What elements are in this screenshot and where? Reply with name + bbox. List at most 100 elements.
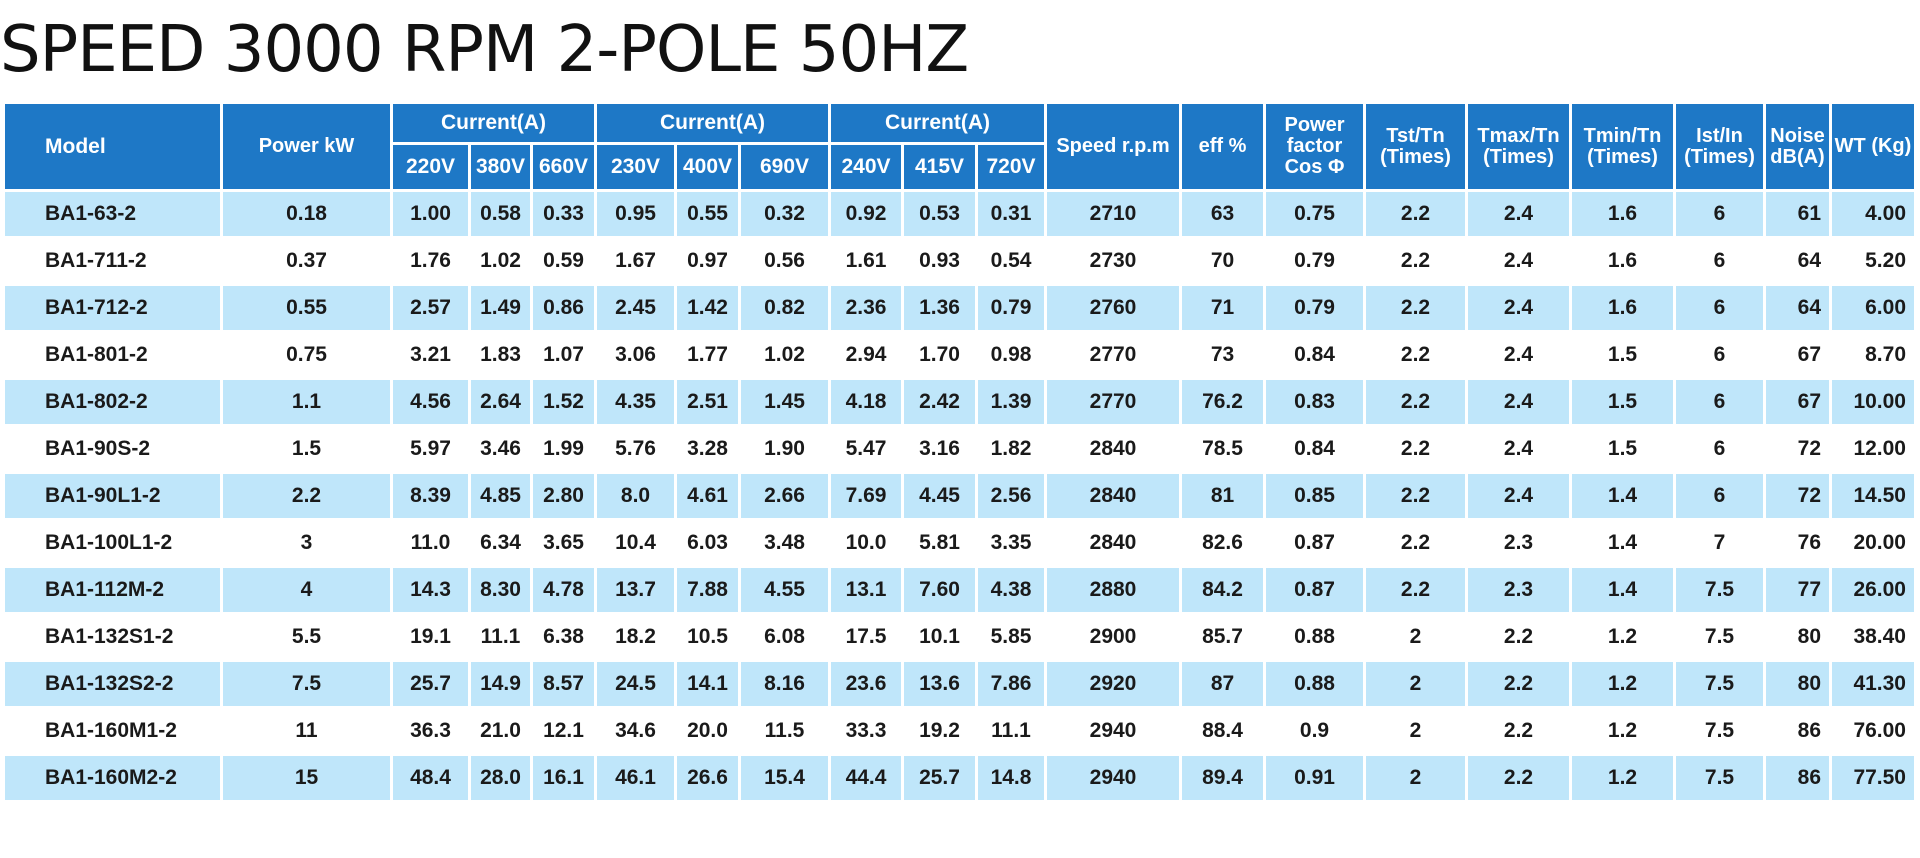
current-230v-cell: 24.5 [594, 659, 677, 709]
speed-cell: 2760 [1044, 283, 1182, 333]
current-660v-cell: 6.38 [530, 612, 597, 662]
power-cell: 5.5 [220, 612, 393, 662]
current-240v-cell: 2.36 [828, 283, 904, 333]
current-380v-cell: 1.49 [468, 283, 533, 333]
current-240v-cell: 2.94 [828, 330, 904, 380]
tst-cell: 2 [1363, 753, 1468, 803]
current-380v-cell: 0.58 [468, 189, 533, 239]
tmax-cell: 2.2 [1465, 753, 1572, 803]
power-cell: 0.18 [220, 189, 393, 239]
ist-cell: 6 [1673, 330, 1766, 380]
current-690v-cell: 1.02 [738, 330, 831, 380]
noise-cell: 64 [1763, 283, 1832, 333]
tmin-cell: 1.4 [1569, 518, 1676, 568]
model-cell: BA1-132S2-2 [2, 659, 223, 709]
eff-cell: 87 [1179, 659, 1266, 709]
current-400v-cell: 1.42 [674, 283, 741, 333]
speed-cell: 2770 [1044, 330, 1182, 380]
current-380v-cell: 1.83 [468, 330, 533, 380]
power-factor-header: Power factor Cos Φ [1263, 101, 1366, 192]
current-415v-cell: 0.93 [901, 236, 978, 286]
table-row: BA1-132S1-2 5.5 19.1 11.1 6.38 18.2 10.5 6.08 17… [2, 612, 1917, 662]
current-230v-cell: 4.35 [594, 377, 677, 427]
current-415v-cell: 5.81 [901, 518, 978, 568]
current-660v-cell: 1.99 [530, 424, 597, 474]
current-240v-cell: 1.61 [828, 236, 904, 286]
power-cell: 3 [220, 518, 393, 568]
noise-cell: 76 [1763, 518, 1832, 568]
current-230v-cell: 0.95 [594, 189, 677, 239]
current-415v-cell: 2.42 [901, 377, 978, 427]
eff-cell: 73 [1179, 330, 1266, 380]
tst-cell: 2 [1363, 706, 1468, 756]
tst-cell: 2.2 [1363, 236, 1468, 286]
tst-cell: 2.2 [1363, 283, 1468, 333]
current-660v-cell: 1.07 [530, 330, 597, 380]
noise-cell: 86 [1763, 753, 1832, 803]
power-factor-cell: 0.84 [1263, 330, 1366, 380]
eff-cell: 88.4 [1179, 706, 1266, 756]
tmin-cell: 1.2 [1569, 659, 1676, 709]
ist-cell: 7.5 [1673, 753, 1766, 803]
ist-cell: 6 [1673, 424, 1766, 474]
current-group-header-1: Current(A) [390, 101, 597, 145]
current-660v-cell: 12.1 [530, 706, 597, 756]
table-row: BA1-112M-2 4 14.3 8.30 4.78 13.7 7.88 4.55 13.1 7… [2, 565, 1917, 615]
model-header: Model [2, 101, 223, 192]
current-400v-cell: 0.55 [674, 189, 741, 239]
table-row: BA1-802-2 1.1 4.56 2.64 1.52 4.35 2.51 1.45 4.18… [2, 377, 1917, 427]
tmin-cell: 1.2 [1569, 612, 1676, 662]
power-factor-cell: 0.87 [1263, 518, 1366, 568]
current-240v-cell: 17.5 [828, 612, 904, 662]
model-cell: BA1-63-2 [2, 189, 223, 239]
power-cell: 11 [220, 706, 393, 756]
tmin-cell: 1.5 [1569, 330, 1676, 380]
current-400v-cell: 4.61 [674, 471, 741, 521]
current-220v-cell: 3.21 [390, 330, 471, 380]
current-690v-cell: 2.66 [738, 471, 831, 521]
power-cell: 1.5 [220, 424, 393, 474]
current-400v-cell: 14.1 [674, 659, 741, 709]
eff-cell: 70 [1179, 236, 1266, 286]
power-factor-cell: 0.79 [1263, 236, 1366, 286]
tmin-cell: 1.4 [1569, 471, 1676, 521]
tst-cell: 2.2 [1363, 565, 1468, 615]
power-cell: 0.55 [220, 283, 393, 333]
eff-cell: 63 [1179, 189, 1266, 239]
current-group-header-2: Current(A) [594, 101, 831, 145]
current-220v-cell: 1.00 [390, 189, 471, 239]
current-415v-cell: 0.53 [901, 189, 978, 239]
speed-cell: 2730 [1044, 236, 1182, 286]
current-400v-cell: 6.03 [674, 518, 741, 568]
weight-cell: 20.00 [1829, 518, 1917, 568]
weight-cell: 38.40 [1829, 612, 1917, 662]
page-title: SPEED 3000 RPM 2-POLE 50HZ [0, 13, 969, 87]
current-240v-cell: 13.1 [828, 565, 904, 615]
current-240v-cell: 0.92 [828, 189, 904, 239]
noise-header: Noise dB(A) [1763, 101, 1832, 192]
current-720v-cell: 0.31 [975, 189, 1047, 239]
current-380v-cell: 28.0 [468, 753, 533, 803]
tmax-cell: 2.2 [1465, 659, 1572, 709]
tmax-header: Tmax/Tn (Times) [1465, 101, 1572, 192]
current-660v-cell: 4.78 [530, 565, 597, 615]
weight-cell: 77.50 [1829, 753, 1917, 803]
tst-cell: 2 [1363, 612, 1468, 662]
power-cell: 1.1 [220, 377, 393, 427]
speed-cell: 2710 [1044, 189, 1182, 239]
current-690v-cell: 1.45 [738, 377, 831, 427]
current-660v-cell: 8.57 [530, 659, 597, 709]
current-690v-cell: 4.55 [738, 565, 831, 615]
current-720v-cell: 3.35 [975, 518, 1047, 568]
current-220v-cell: 8.39 [390, 471, 471, 521]
voltage-header: 380V [468, 142, 533, 192]
tmax-cell: 2.4 [1465, 189, 1572, 239]
tmax-cell: 2.4 [1465, 283, 1572, 333]
model-cell: BA1-132S1-2 [2, 612, 223, 662]
noise-cell: 67 [1763, 330, 1832, 380]
model-cell: BA1-711-2 [2, 236, 223, 286]
current-220v-cell: 11.0 [390, 518, 471, 568]
ist-cell: 7 [1673, 518, 1766, 568]
weight-cell: 8.70 [1829, 330, 1917, 380]
eff-cell: 82.6 [1179, 518, 1266, 568]
